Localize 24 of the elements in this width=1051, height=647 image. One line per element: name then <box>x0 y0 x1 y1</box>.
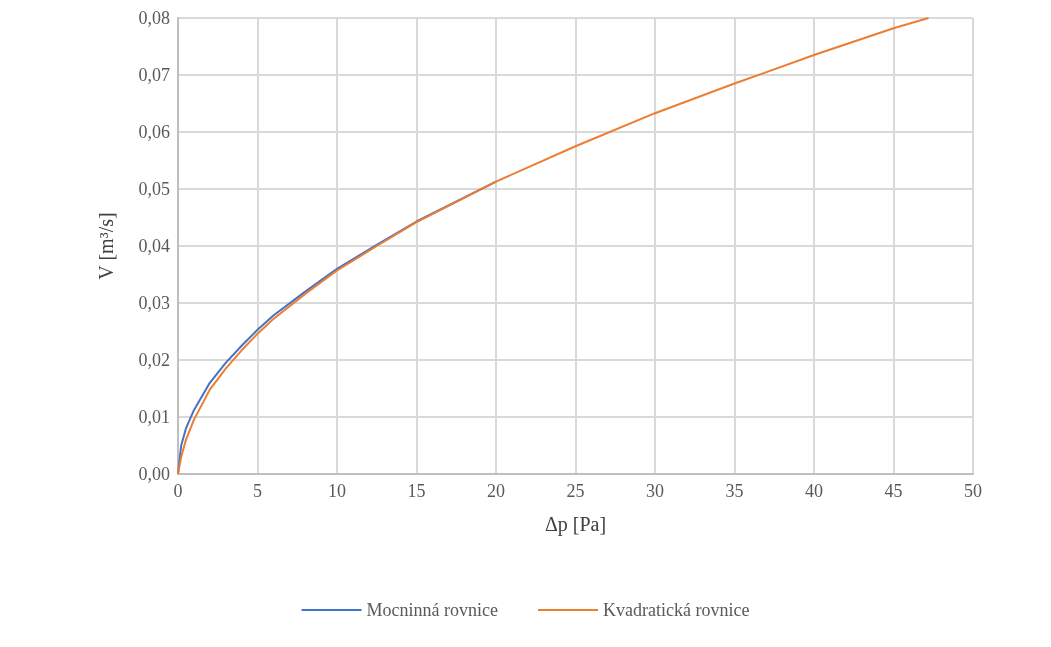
legend-label: Kvadratická rovnice <box>603 600 750 620</box>
x-tick-label: 30 <box>646 481 664 501</box>
y-tick-label: 0,02 <box>138 350 170 370</box>
x-tick-label: 0 <box>173 481 183 501</box>
x-axis-title: Δp [Pa] <box>544 513 607 536</box>
x-tick-label: 5 <box>253 481 262 501</box>
y-tick-label: 0,07 <box>138 65 170 85</box>
x-tick-label: 40 <box>805 481 823 501</box>
x-tick-label: 10 <box>328 481 346 501</box>
x-tick-label: 25 <box>566 481 585 501</box>
y-tick-label: 0,00 <box>138 464 170 484</box>
x-tick-label: 15 <box>407 481 426 501</box>
x-tick-label: 45 <box>884 481 903 501</box>
y-tick-label: 0,03 <box>138 293 170 313</box>
y-tick-label: 0,05 <box>138 179 170 199</box>
legend-label: Mocninná rovnice <box>366 600 499 620</box>
y-tick-label: 0,08 <box>138 8 170 28</box>
x-tick-label: 20 <box>487 481 505 501</box>
y-tick-label: 0,01 <box>138 407 170 427</box>
x-tick-label: 50 <box>964 481 982 501</box>
y-axis-title: V [m³/s] <box>95 212 117 280</box>
x-tick-label: 35 <box>725 481 744 501</box>
y-tick-label: 0,06 <box>138 122 170 142</box>
y-tick-label: 0,04 <box>138 236 170 256</box>
